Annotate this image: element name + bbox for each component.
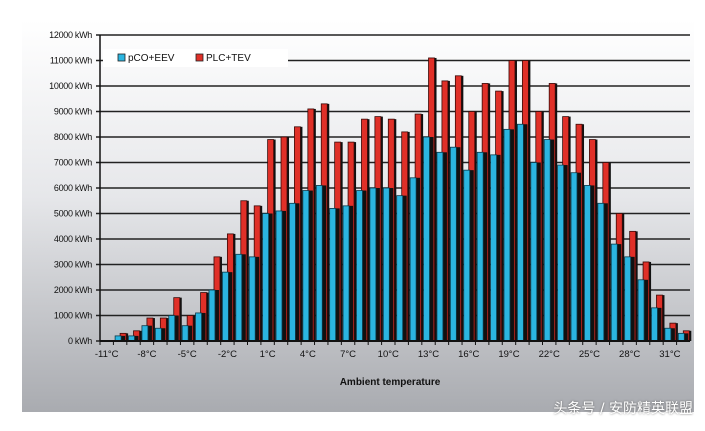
bar-pco-eev: [516, 123, 524, 342]
y-tick-label: 10000 kWh: [49, 81, 92, 91]
bar-pco-eev: [289, 202, 296, 342]
bar-pco-eev: [503, 128, 511, 342]
x-tick-label: -11°C: [95, 349, 119, 360]
x-tick-label: 4°C: [300, 349, 316, 360]
y-tick-label: 12000 kWh: [49, 30, 92, 40]
bar-pco-eev: [221, 271, 229, 342]
bar-pco-eev: [235, 253, 243, 342]
y-tick-label: 6000 kWh: [54, 183, 92, 193]
y-tick-label: 8000 kWh: [54, 132, 92, 142]
bar-pco-eev: [570, 172, 578, 342]
legend-plc-tev-label: PLC+TEV: [206, 53, 251, 64]
y-tick-label: 1000 kWh: [54, 311, 92, 321]
bar-pco-eev: [302, 190, 310, 342]
x-tick-label: -5°C: [178, 349, 197, 360]
bar-pco-eev: [584, 185, 591, 342]
bar-pco-eev: [315, 185, 323, 342]
legend-pco-eev-label: pCO+EEV: [128, 53, 175, 64]
bar-pco-eev: [356, 190, 363, 342]
x-tick-label: 13°C: [418, 349, 439, 360]
bar-pco-eev: [651, 307, 658, 342]
y-tick-label: 9000 kWh: [54, 107, 92, 117]
bar-pco-eev: [168, 315, 176, 342]
bar-pco-eev: [490, 154, 497, 342]
bar-pco-eev: [557, 164, 565, 342]
bar-pco-eev: [248, 256, 256, 342]
bar-pco-eev: [436, 151, 444, 342]
x-tick-label: 1°C: [260, 349, 276, 360]
bar-pco-eev: [181, 325, 189, 342]
bar-pco-eev: [262, 213, 270, 342]
x-axis-label: Ambient temperature: [340, 377, 441, 388]
legend-pco-eev-swatch: [117, 53, 126, 62]
bar-pco-eev: [449, 146, 457, 342]
x-tick-label: 7°C: [340, 349, 356, 360]
legend-box: [103, 49, 288, 67]
bar-pco-eev: [597, 202, 605, 342]
watermark: 头条号 / 安防精英联盟: [553, 401, 693, 417]
x-tick-label: 10°C: [378, 349, 399, 360]
y-tick-label: 0 kWh: [68, 336, 92, 346]
bar-pco-eev: [342, 205, 350, 342]
x-tick-label: 22°C: [539, 349, 560, 360]
y-tick-label: 5000 kWh: [54, 209, 92, 219]
y-tick-label: 7000 kWh: [54, 158, 92, 168]
x-tick-label: 28°C: [619, 349, 640, 360]
bar-pco-eev: [382, 187, 390, 342]
y-tick-label: 3000 kWh: [54, 260, 92, 270]
bar-pco-eev: [664, 327, 672, 342]
bar-pco-eev: [543, 139, 551, 342]
x-tick-label: -8°C: [137, 349, 156, 360]
bar-pco-eev: [610, 243, 618, 342]
bar-pco-eev: [463, 169, 471, 342]
bar-pco-eev: [369, 187, 377, 342]
bar-pco-eev: [677, 332, 685, 342]
bar-pco-eev: [624, 256, 632, 342]
y-tick-label: 2000 kWh: [54, 285, 92, 295]
bar-pco-eev: [637, 279, 645, 342]
x-tick-label: 16°C: [458, 349, 479, 360]
bar-pco-eev: [208, 289, 216, 342]
bar-pco-eev: [409, 177, 417, 342]
bar-pco-eev: [423, 136, 430, 342]
bar-pco-eev: [154, 327, 162, 342]
legend-plc-tev-swatch: [195, 53, 204, 62]
x-tick-label: 25°C: [579, 349, 600, 360]
bar-pco-eev: [396, 195, 404, 342]
bar-pco-eev: [530, 162, 538, 342]
x-tick-label: -2°C: [218, 349, 237, 360]
y-tick-label: 4000 kWh: [54, 234, 92, 244]
x-tick-label: 31°C: [659, 349, 680, 360]
y-tick-label: 11000 kWh: [50, 56, 92, 66]
bar-pco-eev: [141, 325, 149, 342]
bar-pco-eev: [476, 151, 484, 342]
bar-pco-eev: [275, 210, 283, 342]
x-tick-label: 19°C: [498, 349, 519, 360]
bar-pco-eev: [329, 207, 337, 342]
bar-pco-eev: [195, 312, 202, 342]
